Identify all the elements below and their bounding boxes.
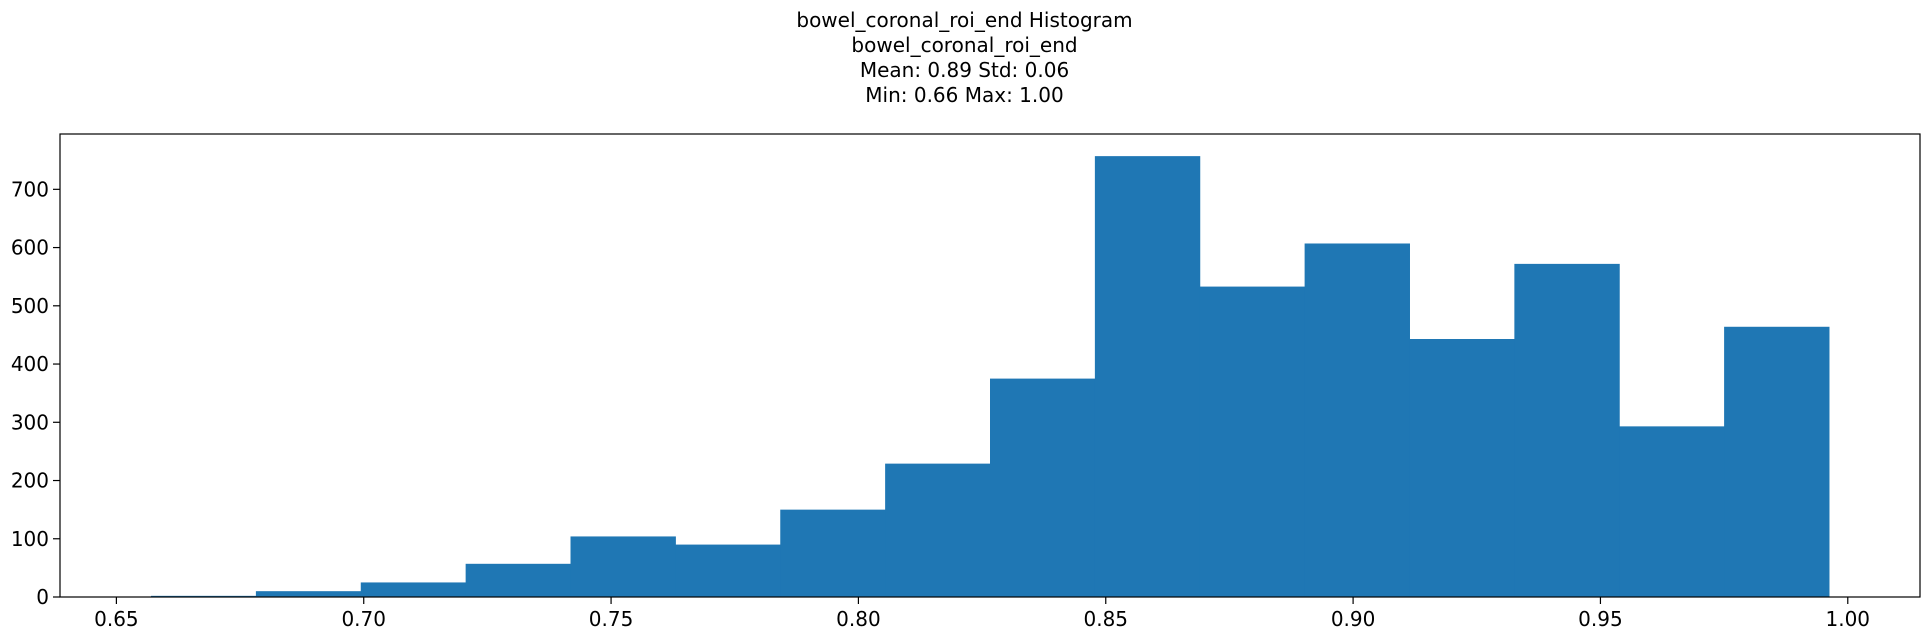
histogram-bar xyxy=(1199,286,1306,597)
histogram-bar xyxy=(570,536,676,597)
y-tick-label: 0 xyxy=(36,585,49,609)
histogram-bar xyxy=(675,544,781,597)
chart-subtitle-line-3: Min: 0.66 Max: 1.00 xyxy=(865,83,1064,107)
y-tick-label: 500 xyxy=(11,294,49,318)
x-tick-label: 0.95 xyxy=(1578,607,1623,631)
y-tick-label: 300 xyxy=(11,410,49,434)
chart-title: bowel_coronal_roi_end Histogram xyxy=(796,8,1133,32)
x-tick-label: 1.00 xyxy=(1826,607,1871,631)
histogram-bar xyxy=(1514,263,1620,597)
histogram-bar xyxy=(780,509,886,597)
y-tick-label: 100 xyxy=(11,527,49,551)
histogram-bar xyxy=(1619,426,1725,597)
y-tick-label: 400 xyxy=(11,352,49,376)
histogram-bar xyxy=(1409,339,1515,597)
histogram-bar xyxy=(360,582,467,597)
chart-title-block: bowel_coronal_roi_end Histogram bowel_co… xyxy=(0,8,1929,108)
chart-subtitle-line-2: Mean: 0.89 Std: 0.06 xyxy=(859,58,1070,82)
histogram-bar xyxy=(990,378,1096,597)
histogram-bar xyxy=(255,591,362,597)
chart-subtitle-line-1: bowel_coronal_roi_end xyxy=(851,33,1078,57)
y-tick-label: 200 xyxy=(11,469,49,493)
histogram-bar xyxy=(885,463,991,597)
x-tick-label: 0.90 xyxy=(1331,607,1376,631)
y-tick-label: 600 xyxy=(11,236,49,260)
x-tick-label: 0.70 xyxy=(341,607,386,631)
histogram-bar xyxy=(1094,156,1201,598)
histogram-bar xyxy=(1304,243,1410,597)
histogram-bar xyxy=(465,563,572,597)
histogram-bars xyxy=(151,156,1830,598)
x-axis-ticks: 0.65 0.70 0.75 0.80 0.85 0.90 0.95 1.00 xyxy=(94,597,1870,631)
y-axis-ticks: 0 100 200 300 400 500 600 700 xyxy=(11,177,60,609)
y-tick-label: 700 xyxy=(11,177,49,201)
x-tick-label: 0.85 xyxy=(1083,607,1128,631)
x-tick-label: 0.80 xyxy=(836,607,881,631)
x-tick-label: 0.75 xyxy=(589,607,634,631)
x-tick-label: 0.65 xyxy=(94,607,139,631)
histogram-bar xyxy=(1724,326,1830,597)
plot-frame xyxy=(59,133,1921,598)
